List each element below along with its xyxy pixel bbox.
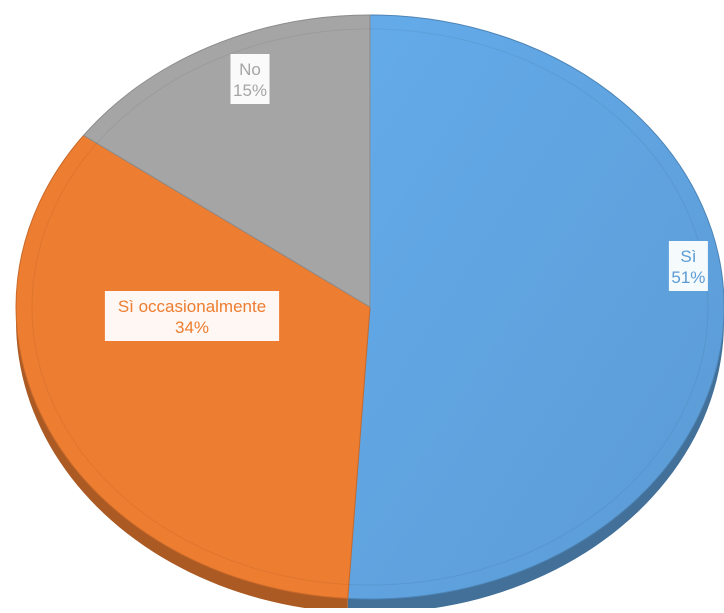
pie-slice-si bbox=[347, 14, 724, 600]
data-label-box bbox=[104, 291, 280, 341]
pie-bevel bbox=[31, 28, 709, 586]
data-label-box bbox=[230, 54, 270, 104]
data-label-value: 51% bbox=[671, 268, 705, 287]
data-labels: Sì 51% Sì occasionalmente 34% No 15% bbox=[104, 54, 708, 341]
slice-tops bbox=[15, 14, 724, 600]
data-label-value: 15% bbox=[233, 81, 267, 100]
data-label-si-occasionalmente: Sì occasionalmente 34% bbox=[104, 291, 280, 341]
data-label-category: Sì bbox=[680, 247, 696, 266]
data-label-category: No bbox=[239, 60, 261, 79]
data-label-category: Sì occasionalmente bbox=[118, 297, 266, 316]
data-label-value: 34% bbox=[175, 318, 209, 337]
data-label-box bbox=[668, 241, 708, 291]
data-label-si: Sì 51% bbox=[668, 241, 708, 291]
pie-slice-si-occasionalmente bbox=[15, 134, 371, 599]
data-label-no: No 15% bbox=[230, 54, 270, 104]
pie-slice-no bbox=[82, 14, 371, 308]
